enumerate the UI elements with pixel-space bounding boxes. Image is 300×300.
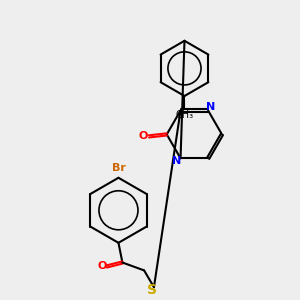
Text: N: N [206, 102, 216, 112]
Text: O: O [97, 262, 106, 272]
Text: O: O [138, 131, 148, 141]
Text: CH₃: CH₃ [176, 110, 194, 120]
Text: N: N [172, 156, 181, 166]
Text: Br: Br [112, 163, 125, 173]
Text: S: S [147, 283, 157, 297]
